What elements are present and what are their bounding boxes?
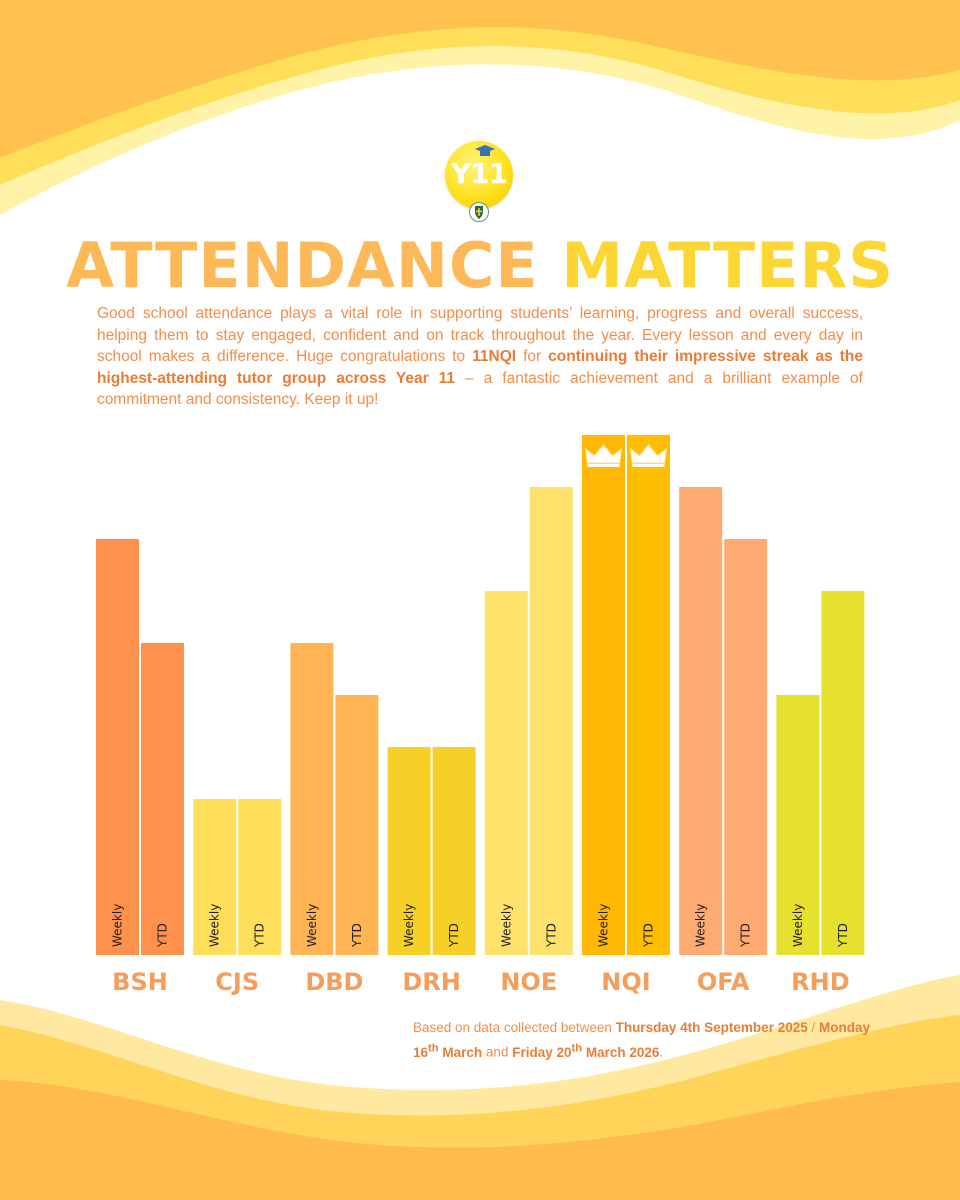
bar-rhd-ytd (821, 591, 865, 955)
bar-drh-weekly (387, 747, 431, 955)
attendance-bar-chart: Weekly YTD BSH Weekly YTD CJS Weekly YTD DBD Week… (96, 435, 865, 996)
group-label-ofa: OFA (697, 968, 750, 996)
y11-logo: Y11 (445, 141, 515, 225)
intro-text-2: for (516, 348, 549, 365)
bar-label-cjs-ytd: YTD (253, 923, 267, 948)
title-matters: MATTERS (561, 229, 894, 302)
footnote-week-start: Monday 16th March (413, 1020, 871, 1060)
group-label-noe: NOE (500, 968, 557, 996)
group-label-dbd: DBD (305, 968, 363, 996)
group-label-bsh: BSH (112, 968, 168, 996)
footnote-separator: / (807, 1020, 819, 1035)
bar-label-rhd-ytd: YTD (836, 923, 850, 948)
bar-label-nqi-ytd: YTD (642, 923, 656, 948)
bar-label-cjs-weekly: Weekly (208, 904, 222, 947)
bar-label-bsh-weekly: Weekly (111, 904, 125, 947)
bar-ofa-ytd (724, 539, 768, 955)
bar-label-ofa-ytd: YTD (739, 923, 753, 948)
intro-text-1: Good school attendance plays a vital rol… (97, 305, 863, 365)
bar-label-noe-weekly: Weekly (499, 904, 513, 947)
bar-label-dbd-ytd: YTD (350, 923, 364, 948)
crown-icon (629, 444, 668, 464)
bar-rhd-weekly (776, 695, 820, 955)
group-label-cjs: CJS (215, 968, 259, 996)
bar-label-rhd-weekly: Weekly (791, 904, 805, 947)
bar-label-dbd-weekly: Weekly (305, 904, 319, 947)
intro-paragraph: Good school attendance plays a vital rol… (97, 303, 863, 411)
bar-cjs-ytd (238, 799, 282, 955)
crown-band (587, 464, 620, 467)
intro-text-3: – a fantastic achievement and a brillian… (97, 369, 863, 409)
page-title: ATTENDANCE MATTERS (0, 226, 960, 306)
graduation-cap-icon (475, 145, 495, 156)
bar-nqi-weekly (582, 435, 625, 955)
data-footnote: Based on data collected between Thursday… (413, 1018, 873, 1063)
intro-group: 11NQI (472, 348, 517, 365)
footnote-start-date: Thursday 4th September 2025 (615, 1020, 808, 1035)
bottom-wave-decoration (0, 975, 960, 1200)
bar-nqi-ytd (627, 435, 670, 955)
bar-bsh-weekly (96, 539, 139, 955)
bar-dbd-weekly (290, 643, 334, 955)
bar-drh-ytd (432, 747, 476, 955)
bar-label-drh-ytd: YTD (447, 923, 461, 948)
crown-icon (584, 444, 623, 464)
crown-band (632, 464, 665, 467)
bar-label-noe-ytd: YTD (544, 923, 558, 948)
bar-bsh-ytd (141, 643, 184, 955)
bar-ofa-weekly (679, 487, 723, 955)
bar-label-nqi-weekly: Weekly (597, 904, 611, 947)
top-wave-decoration (0, 0, 960, 300)
bar-label-drh-weekly: Weekly (402, 904, 416, 947)
bar-noe-weekly (484, 591, 528, 955)
bar-noe-ytd (529, 487, 573, 955)
group-label-drh: DRH (402, 968, 461, 996)
school-crest-icon (469, 202, 489, 222)
bar-label-bsh-ytd: YTD (156, 923, 170, 948)
footnote-week-end: Friday 20th March 2026 (512, 1042, 660, 1060)
footnote-and: and (482, 1044, 513, 1060)
intro-highlight: continuing their impressive streak as th… (97, 348, 863, 387)
logo-text: Y11 (450, 157, 508, 190)
title-attendance: ATTENDANCE (66, 229, 539, 302)
logo-badge (445, 141, 513, 209)
group-label-nqi: NQI (601, 968, 650, 996)
group-label-rhd: RHD (791, 968, 850, 996)
bar-label-ofa-weekly: Weekly (694, 904, 708, 947)
bar-cjs-weekly (193, 799, 237, 955)
footnote-end: . (659, 1044, 664, 1060)
footnote-prefix: Based on data collected between (413, 1020, 616, 1035)
bar-dbd-ytd (335, 695, 379, 955)
